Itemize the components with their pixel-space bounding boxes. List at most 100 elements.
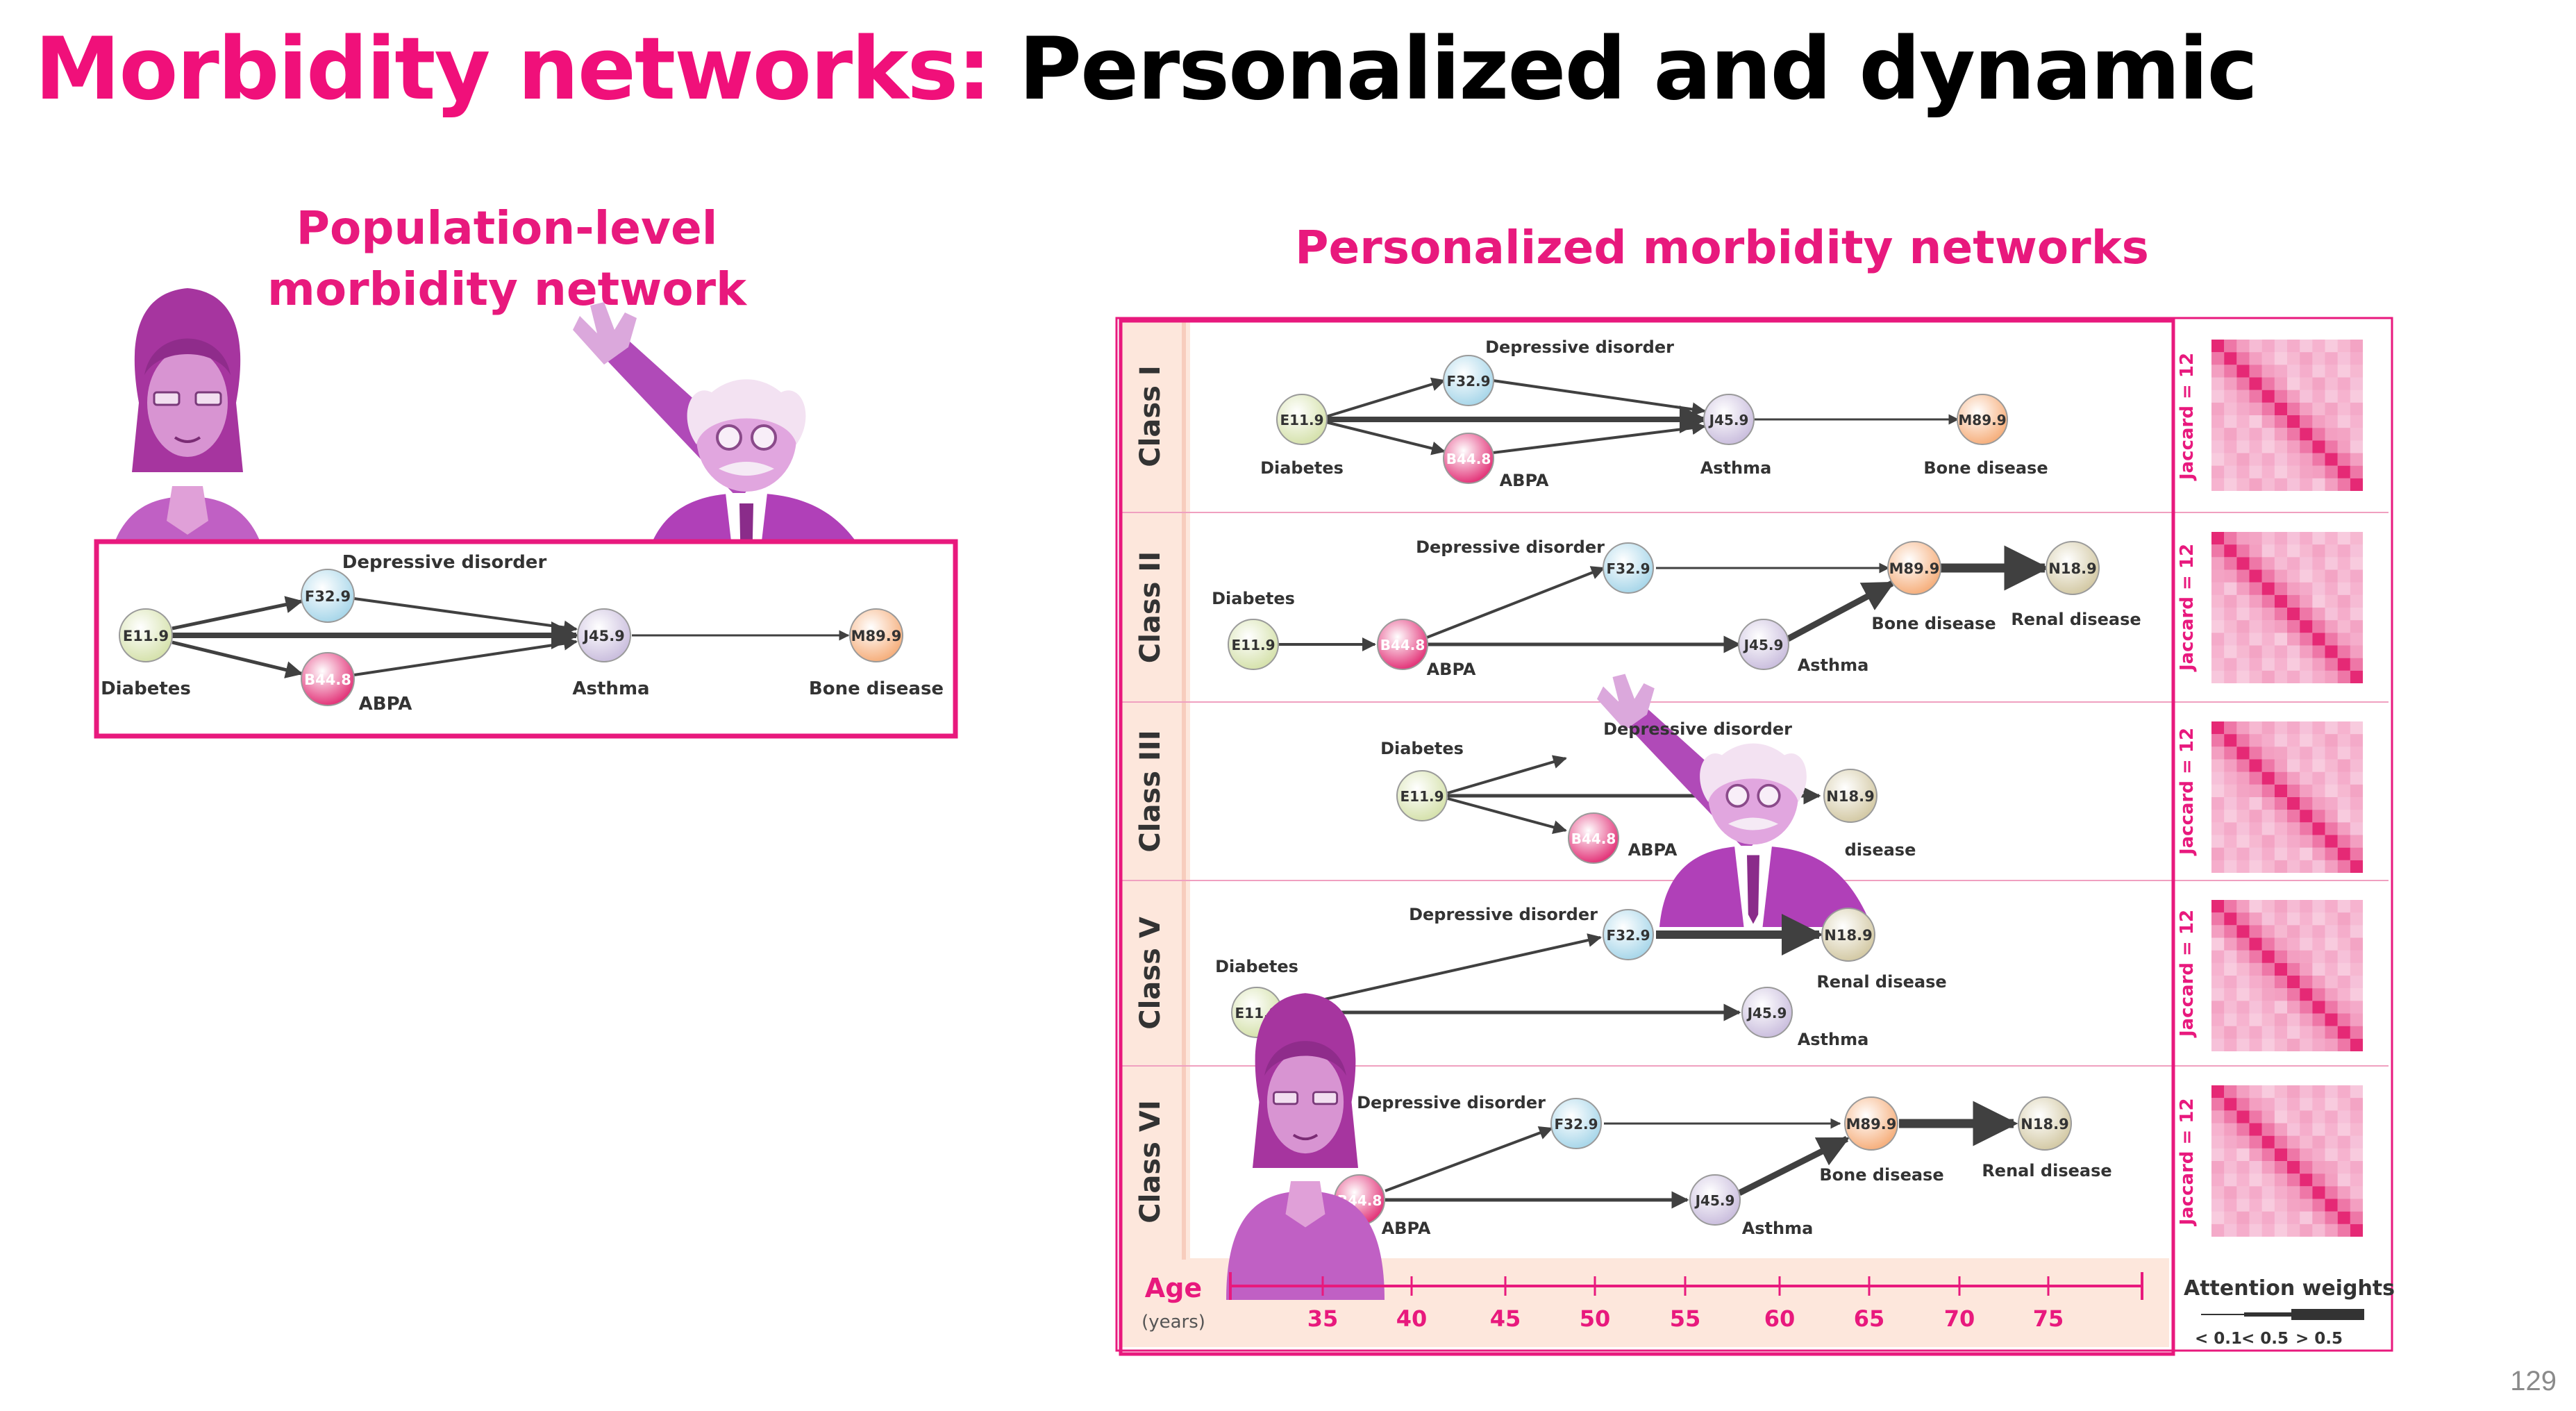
heatmap-cell: [2261, 402, 2275, 415]
heatmap-cell: [2325, 415, 2338, 428]
heatmap-cell: [2287, 1110, 2300, 1124]
heatmap-cell: [2261, 1038, 2275, 1051]
heatmap-cell: [2249, 900, 2262, 913]
heatmap-cell: [2287, 1001, 2300, 1014]
heatmap-cell: [2350, 734, 2363, 747]
neck-shape: [167, 486, 208, 535]
heatmap-cell: [2211, 822, 2225, 835]
heatmap-cell: [2261, 352, 2275, 365]
heatmap-cell: [2224, 1211, 2237, 1224]
c1-node-e11: E11.9: [1276, 394, 1328, 445]
heatmap-cell: [2337, 810, 2350, 823]
heatmap-cell: [2312, 912, 2325, 926]
heatmap-cell: [2337, 465, 2350, 478]
node-circle: [1844, 1096, 1898, 1151]
heatmap-cell: [2350, 771, 2363, 785]
heatmap-cell: [2350, 784, 2363, 797]
node-circle: [119, 608, 173, 662]
heatmap-cell: [2337, 582, 2350, 595]
node-circle: [577, 608, 631, 662]
heatmap-cell: [2274, 428, 2287, 441]
heatmap-cell: [2337, 1085, 2350, 1099]
heatmap-cell: [2261, 1123, 2275, 1136]
heatmap-cell: [2236, 835, 2250, 848]
heatmap-cell: [2287, 415, 2300, 428]
heatmap-cell: [2312, 1199, 2325, 1212]
heatmap-cell: [2350, 428, 2363, 441]
heatmap-cell: [2325, 1161, 2338, 1174]
heatmap-cell: [2300, 860, 2313, 873]
age-tick-label: 70: [1944, 1305, 1975, 1332]
heatmap-cell: [2224, 544, 2237, 558]
heatmap-cell: [2300, 822, 2313, 835]
heatmap-cell: [2224, 759, 2237, 772]
heatmap-cell: [2211, 721, 2225, 735]
node-code: F32.9: [305, 588, 351, 605]
heatmap-cell: [2261, 950, 2275, 963]
heatmap-cell: [2287, 1098, 2300, 1111]
heatmap-cell: [2224, 532, 2237, 545]
heatmap-cell: [2274, 1161, 2287, 1174]
heatmap-cell: [2261, 557, 2275, 570]
glasses-left-icon: [716, 424, 742, 451]
heatmap-cell: [2224, 415, 2237, 428]
heatmap-cell: [2224, 860, 2237, 873]
heatmap-cell: [2300, 340, 2313, 353]
heatmap-cell: [2287, 1038, 2300, 1051]
hair-shape: [687, 379, 806, 444]
heatmap-cell: [2337, 377, 2350, 390]
heatmap-cell: [2325, 377, 2338, 390]
heatmap-cell: [2312, 415, 2325, 428]
heatmap-cell: [2300, 658, 2313, 671]
heatmap-cell: [2312, 633, 2325, 646]
heatmap-cell: [2236, 822, 2250, 835]
heatmap-cell: [2261, 912, 2275, 926]
heatmap-cell: [2249, 835, 2262, 848]
heatmap-cell: [2249, 1224, 2262, 1237]
heatmap-cell: [2224, 670, 2237, 683]
title-suffix: Personalized and dynamic: [1019, 19, 2258, 119]
heatmap-cell: [2325, 937, 2338, 951]
pop-label-depressive: Depressive disorder: [342, 552, 547, 573]
heatmap-cell: [2261, 1085, 2275, 1099]
heatmap-cell: [2211, 415, 2225, 428]
heatmap-cell: [2287, 810, 2300, 823]
heatmap-cell: [2287, 428, 2300, 441]
heatmap-cell: [2236, 390, 2250, 403]
heatmap-cell: [2350, 365, 2363, 378]
heatmap-cell: [2249, 937, 2262, 951]
jaccard-label-3: Jaccard = 12: [2177, 728, 2198, 856]
fringe-shape: [1264, 1041, 1346, 1076]
age-axis-label: Age: [1145, 1273, 1202, 1303]
heatmap-cell: [2211, 1174, 2225, 1187]
c1-edge-b44-j45: [1492, 421, 1706, 454]
c3-label-diabetes: Diabetes: [1380, 739, 1464, 758]
node-circle: [301, 569, 355, 623]
c6-edge-j45-m89: [1737, 1135, 1850, 1196]
heatmap-cell: [2325, 860, 2338, 873]
heatmap-cell: [2211, 912, 2225, 926]
heatmap-cell: [2249, 962, 2262, 976]
heatmap-cell: [2350, 1186, 2363, 1199]
heatmap-cell: [2287, 900, 2300, 913]
heatmap-cell: [2236, 532, 2250, 545]
heatmap-cell: [2224, 352, 2237, 365]
heatmap-cell: [2287, 478, 2300, 491]
heatmap-cell: [2287, 557, 2300, 570]
heatmap-cell: [2325, 390, 2338, 403]
heatmap-cell: [2312, 1161, 2325, 1174]
heatmap-cell: [2325, 1186, 2338, 1199]
heatmap-cell: [2261, 962, 2275, 976]
heatmap-cell: [2261, 633, 2275, 646]
heatmap-cell: [2249, 771, 2262, 785]
heatmap-cell: [2350, 746, 2363, 760]
node-circle: [1741, 987, 1793, 1038]
heatmap-cell: [2236, 594, 2250, 608]
heatmap-cell: [2236, 950, 2250, 963]
heatmap-cell: [2287, 453, 2300, 466]
heatmap-cell: [2224, 1098, 2237, 1111]
heatmap-cell: [2249, 1135, 2262, 1149]
heatmap-cell: [2312, 465, 2325, 478]
c2-node-e11: E11.9: [1228, 619, 1279, 670]
heatmap-cell: [2350, 569, 2363, 583]
